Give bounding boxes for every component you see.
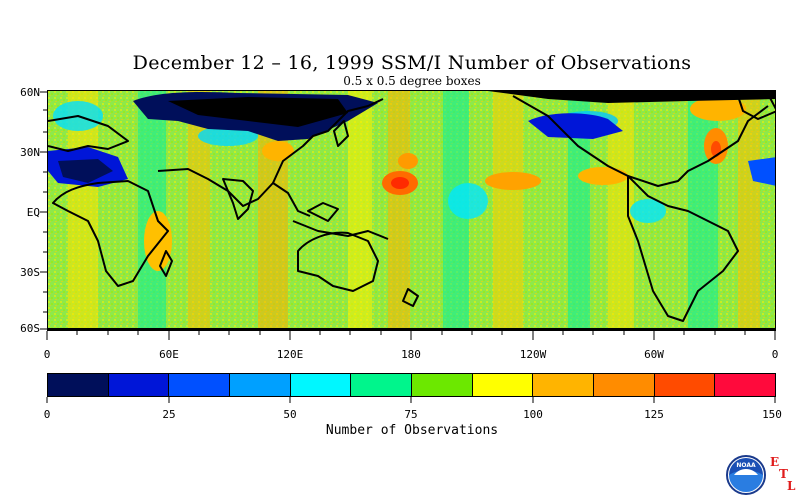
- lat-label-30n: 30N: [20, 146, 40, 159]
- colorbar-label-50: 50: [283, 408, 297, 421]
- coastlines: [48, 93, 775, 330]
- lat-label-60n: 60N: [20, 86, 40, 99]
- colorbar-segment-2: [169, 374, 231, 396]
- lat-ticks: [40, 91, 47, 330]
- colorbar-segment-4: [290, 374, 352, 396]
- colorbar-segment-7: [472, 374, 534, 396]
- colorbar-label-100: 100: [523, 408, 543, 421]
- high-count-areas: [144, 97, 746, 271]
- lon-label-180: 180: [401, 348, 421, 361]
- colorbar-label-125: 125: [644, 408, 664, 421]
- colorbar: [47, 373, 776, 397]
- lon-ticks: [46, 331, 776, 340]
- colorbar-segment-10: [654, 374, 716, 396]
- colorbar-label-150: 150: [762, 408, 782, 421]
- colorbar-segment-8: [533, 374, 595, 396]
- page-subtitle: 0.5 x 0.5 degree boxes: [343, 74, 481, 88]
- etl-letter-t: T: [779, 467, 788, 481]
- noaa-logo-text: NOAA: [736, 462, 756, 469]
- lon-label-0-east: 0: [771, 348, 779, 361]
- lat-label-30s: 30S: [20, 266, 40, 279]
- no-data-regions: [48, 91, 775, 187]
- observations-map: [47, 90, 776, 331]
- colorbar-title: Number of Observations: [325, 423, 499, 438]
- lon-label-120w: 120W: [519, 348, 547, 361]
- lat-label-60s: 60S: [20, 322, 40, 335]
- colorbar-label-0: 0: [43, 408, 51, 421]
- map-svg: [48, 91, 775, 330]
- lon-label-0: 0: [43, 348, 51, 361]
- lon-label-60w: 60W: [644, 348, 664, 361]
- etl-letter-l: L: [787, 479, 796, 493]
- colorbar-segment-1: [108, 374, 170, 396]
- lon-label-60e: 60E: [159, 348, 179, 361]
- colorbar-segment-3: [230, 374, 291, 396]
- colorbar-ticks: [46, 397, 776, 403]
- colorbar-segment-9: [594, 374, 655, 396]
- colorbar-label-25: 25: [162, 408, 176, 421]
- colorbar-segment-6: [412, 374, 473, 396]
- colorbar-segment-5: [351, 374, 413, 396]
- noaa-logo-icon: NOAA: [726, 455, 766, 495]
- colorbar-segment-11: [715, 374, 776, 396]
- colorbar-label-75: 75: [404, 408, 418, 421]
- lat-label-eq: EQ: [26, 206, 40, 219]
- colorbar-segment-0: [48, 374, 109, 396]
- etl-letter-e: E: [770, 455, 780, 469]
- lon-label-120e: 120E: [276, 348, 304, 361]
- page-title: December 12 – 16, 1999 SSM/I Number of O…: [132, 52, 692, 74]
